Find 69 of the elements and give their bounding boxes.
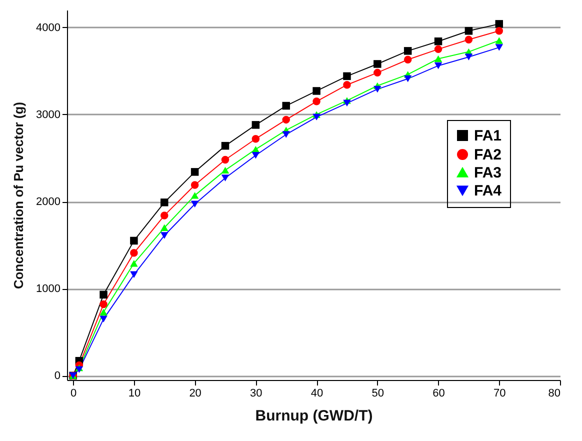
point (221, 142, 230, 150)
point (343, 72, 351, 80)
point (404, 47, 412, 55)
point (282, 131, 290, 138)
point (100, 316, 108, 322)
point (100, 308, 108, 316)
point (464, 54, 473, 60)
point (190, 200, 199, 208)
point (160, 212, 168, 220)
point (130, 260, 138, 267)
x-tick-label: 30 (250, 388, 262, 400)
point (464, 36, 473, 44)
point (374, 60, 382, 68)
point (495, 44, 504, 51)
point (495, 20, 504, 28)
point (282, 116, 290, 124)
point (404, 75, 412, 82)
point (495, 27, 504, 35)
x-axis-title: Burnup (GWD/T) (255, 408, 373, 424)
point (282, 102, 290, 110)
y-tick-label: 2000 (36, 196, 60, 208)
point (160, 198, 168, 206)
legend-label: FA2 (474, 146, 502, 164)
x-tick-label: 80 (548, 388, 560, 400)
point (160, 224, 168, 231)
point (434, 45, 442, 54)
point (252, 152, 260, 159)
point (190, 192, 199, 199)
point (374, 86, 382, 93)
point (312, 98, 320, 106)
point (374, 68, 382, 77)
point (434, 37, 442, 46)
point (130, 236, 138, 245)
y-tick-label: 4000 (36, 22, 60, 34)
point (100, 300, 108, 308)
x-tick-label: 20 (189, 388, 202, 400)
point (312, 114, 320, 120)
legend-label: FA4 (474, 182, 502, 200)
point (252, 134, 260, 143)
x-tick-label: 40 (310, 388, 324, 400)
point (495, 37, 504, 44)
legend-label: FA3 (474, 164, 502, 182)
legend-label: FA1 (474, 128, 502, 144)
point (221, 174, 230, 182)
point (160, 232, 168, 239)
point (190, 168, 199, 176)
y-tick-label: 3000 (36, 108, 60, 121)
x-tick-label: 10 (128, 388, 141, 400)
x-tick-label: 0 (70, 388, 77, 400)
point (464, 27, 473, 35)
point (100, 290, 108, 299)
x-tick-label: 50 (372, 388, 384, 400)
point (130, 249, 138, 257)
point (343, 81, 351, 89)
y-axis-title: Concentration of Pu vector (g) (11, 102, 26, 290)
point (190, 181, 199, 189)
point (404, 56, 412, 64)
point (252, 121, 260, 129)
point (221, 156, 230, 164)
point (434, 55, 442, 62)
point (434, 62, 442, 70)
point (343, 100, 351, 107)
y-tick-label: 1000 (36, 283, 60, 296)
x-tick-label: 60 (432, 388, 445, 400)
point (221, 166, 230, 174)
point (312, 87, 320, 95)
y-tick-label: 0 (54, 370, 60, 382)
point (130, 271, 138, 278)
x-tick-label: 70 (494, 388, 506, 400)
